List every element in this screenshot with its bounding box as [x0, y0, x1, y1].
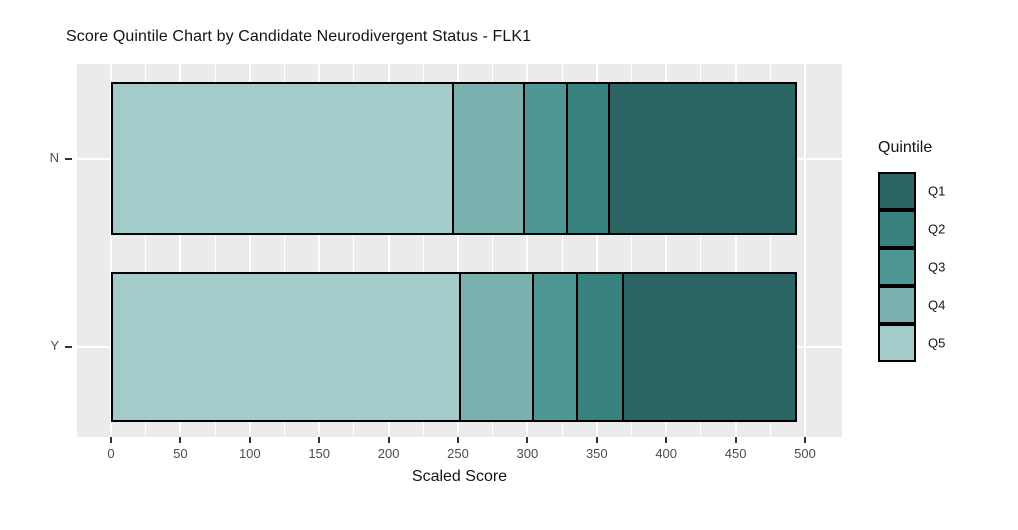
x-tick-mark — [526, 437, 529, 443]
x-tick-mark — [734, 437, 737, 443]
major-gridline — [318, 64, 321, 437]
bar-segment-Y-Q1 — [622, 272, 797, 422]
major-gridline — [734, 64, 737, 437]
legend-swatch-Q3 — [878, 248, 916, 286]
x-tick-mark — [248, 437, 251, 443]
legend-label-Q5: Q5 — [928, 335, 946, 351]
minor-gridline — [492, 64, 494, 437]
bar-Y — [111, 272, 797, 422]
minor-gridline — [353, 64, 355, 437]
chart-title: Score Quintile Chart by Candidate Neurod… — [66, 28, 532, 45]
x-tick-label: 500 — [794, 446, 816, 461]
bar-segment-N-Q2 — [565, 82, 611, 235]
legend-label-Q4: Q4 — [928, 297, 946, 313]
bar-segment-N-Q1 — [608, 82, 797, 235]
legend-swatch-Q1 — [878, 172, 916, 210]
bar-N — [111, 82, 797, 235]
x-tick-mark — [457, 437, 459, 443]
bar-segment-Y-Q4 — [458, 272, 534, 422]
x-tick-label: 200 — [377, 446, 400, 461]
legend-label-Q1: Q1 — [928, 183, 946, 199]
major-gridline — [595, 64, 598, 437]
x-tick-mark — [110, 437, 112, 443]
legend-label-Q2: Q2 — [928, 221, 946, 237]
major-gridline — [457, 64, 459, 437]
x-tick-mark — [387, 437, 390, 443]
x-tick-mark — [665, 437, 668, 443]
y-tick-label-Y: Y — [50, 338, 59, 353]
minor-gridline — [145, 64, 147, 437]
minor-gridline — [631, 64, 632, 437]
x-tick-mark — [804, 437, 806, 443]
bar-segment-N-Q4 — [451, 82, 526, 235]
major-gridline — [526, 64, 529, 437]
minor-gridline — [700, 64, 702, 437]
minor-gridline — [214, 64, 216, 437]
legend: Quintile Q1 Q2 Q3 Q4 Q5 — [878, 139, 945, 362]
major-gridline — [665, 64, 668, 437]
legend-swatch-Q4 — [878, 286, 916, 324]
y-tick-mark — [65, 157, 72, 160]
x-tick-mark — [595, 437, 598, 443]
x-tick-label: 50 — [173, 446, 188, 461]
y-tick-mark — [65, 346, 72, 348]
major-gridline — [110, 64, 112, 437]
x-tick-mark — [318, 437, 321, 443]
x-tick-label: 450 — [724, 446, 747, 461]
x-tick-label: 100 — [238, 446, 261, 461]
legend-title: Quintile — [878, 139, 933, 156]
minor-gridline — [769, 64, 771, 437]
minor-gridline — [284, 64, 285, 437]
bar-segment-Y-Q5 — [111, 272, 461, 422]
bar-segment-N-Q5 — [111, 82, 454, 235]
minor-gridline — [422, 64, 424, 437]
x-tick-label: 250 — [447, 446, 469, 461]
plot-panel — [77, 64, 842, 437]
x-axis-title: Scaled Score — [411, 468, 508, 485]
x-tick-mark — [179, 437, 182, 443]
bar-segment-N-Q3 — [523, 82, 568, 235]
x-tick-label: 0 — [107, 446, 115, 461]
major-gridline — [248, 64, 251, 437]
x-tick-label: 300 — [516, 446, 539, 461]
bar-segment-Y-Q3 — [531, 272, 578, 422]
legend-label-Q3: Q3 — [928, 259, 946, 275]
legend-swatch-Q5 — [878, 324, 916, 362]
x-tick-label: 350 — [585, 446, 608, 461]
legend-swatch-Q2 — [878, 210, 916, 248]
x-tick-label: 150 — [308, 446, 331, 461]
y-tick-label-N: N — [49, 149, 59, 165]
bar-segment-Y-Q2 — [575, 272, 625, 422]
x-tick-label: 400 — [655, 446, 678, 461]
major-gridline — [804, 64, 806, 437]
minor-gridline — [561, 64, 563, 437]
major-gridline — [179, 64, 182, 437]
major-gridline — [387, 64, 390, 437]
